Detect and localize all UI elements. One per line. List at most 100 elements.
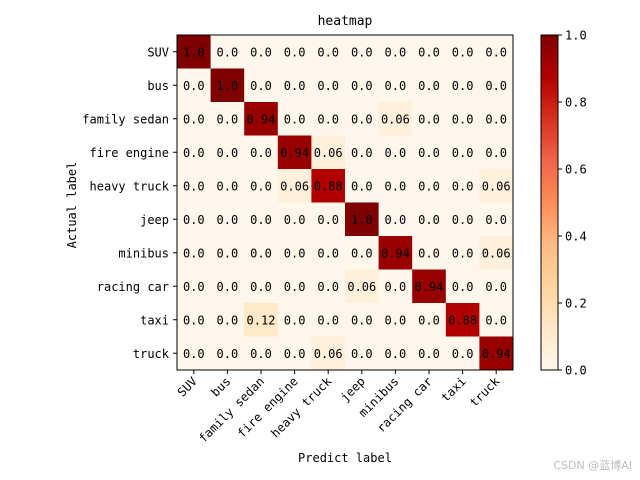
heatmap-cell bbox=[244, 336, 279, 371]
cell-value-label: 0.94 bbox=[482, 347, 511, 361]
heatmap-cell bbox=[345, 202, 380, 237]
heatmap-cell bbox=[210, 336, 245, 371]
cell-value-label: 0.06 bbox=[482, 246, 511, 260]
cell-value-label: 0.0 bbox=[452, 112, 474, 126]
cell-value-label: 0.0 bbox=[418, 313, 440, 327]
heatmap-cell bbox=[244, 303, 279, 337]
cell-value-label: 0.0 bbox=[217, 347, 239, 361]
heatmap-cell bbox=[311, 336, 346, 371]
x-tick-label: SUV bbox=[175, 374, 200, 399]
heatmap-cell bbox=[345, 303, 380, 337]
colorbar: 0.0 0.2 0.4 0.6 0.8 1.0 bbox=[540, 29, 587, 378]
heatmap-cell bbox=[378, 336, 413, 371]
colorbar-gradient bbox=[540, 34, 559, 371]
heatmap-cell bbox=[412, 102, 447, 136]
heatmap-cell bbox=[479, 135, 514, 170]
y-tick-label: family sedan bbox=[82, 112, 169, 126]
cell-value-label: 0.0 bbox=[183, 347, 205, 361]
heatmap-cell bbox=[479, 202, 514, 237]
heatmap-cell bbox=[210, 303, 245, 337]
heatmap-cell bbox=[445, 303, 480, 337]
heatmap-cell bbox=[445, 269, 480, 304]
cell-value-label: 0.0 bbox=[418, 347, 440, 361]
cell-value-label: 0.0 bbox=[250, 146, 272, 160]
heatmap-cell bbox=[378, 202, 413, 237]
heatmap-cell bbox=[244, 35, 279, 69]
cell-value-label: 0.0 bbox=[284, 347, 306, 361]
heatmap-cell bbox=[378, 169, 413, 203]
y-tick-label: truck bbox=[133, 347, 170, 361]
cell-value-label: 0.0 bbox=[385, 213, 407, 227]
heatmap-cell bbox=[244, 269, 279, 304]
cell-value-label: 0.0 bbox=[351, 112, 373, 126]
heatmap-cell bbox=[345, 236, 380, 270]
cell-value-label: 0.0 bbox=[485, 45, 507, 59]
x-axis-label: Predict label bbox=[298, 451, 392, 465]
cell-value-label: 0.0 bbox=[317, 280, 339, 294]
cell-value-label: 0.0 bbox=[317, 246, 339, 260]
heatmap-cell bbox=[378, 269, 413, 304]
cell-value-label: 0.0 bbox=[418, 146, 440, 160]
cell-value-label: 0.0 bbox=[485, 146, 507, 160]
heatmap-cell bbox=[277, 336, 312, 371]
cell-value-label: 0.0 bbox=[385, 179, 407, 193]
cell-value-labels: 1.0 0.0 0.0 0.0 0.0 0.0 0.0 0.0 0.0 0.0 0.0 1.0 0.0 0… bbox=[183, 45, 511, 361]
heatmap-cell bbox=[345, 68, 380, 103]
cell-value-label: 0.06 bbox=[381, 112, 410, 126]
cell-value-label: 0.0 bbox=[418, 79, 440, 93]
cell-value-label: 0.0 bbox=[351, 179, 373, 193]
heatmap-cell bbox=[277, 169, 312, 203]
heatmap-cell bbox=[412, 169, 447, 203]
cell-value-label: 0.0 bbox=[485, 313, 507, 327]
y-tick-label: taxi bbox=[140, 313, 169, 327]
cell-value-label: 0.94 bbox=[247, 112, 276, 126]
cell-value-label: 0.0 bbox=[317, 213, 339, 227]
cell-value-label: 0.0 bbox=[217, 246, 239, 260]
heatmap-cell bbox=[277, 269, 312, 304]
cell-value-label: 0.0 bbox=[284, 45, 306, 59]
cell-value-label: 0.0 bbox=[418, 213, 440, 227]
heatmap-cell bbox=[210, 169, 245, 203]
cell-value-label: 0.0 bbox=[418, 179, 440, 193]
cell-value-label: 0.0 bbox=[385, 313, 407, 327]
cell-value-label: 0.0 bbox=[183, 213, 205, 227]
y-tick-label: fire engine bbox=[90, 146, 169, 160]
cell-value-label: 0.0 bbox=[183, 179, 205, 193]
heatmap-cell bbox=[479, 336, 514, 371]
cell-value-label: 0.0 bbox=[418, 112, 440, 126]
heatmap-cell bbox=[412, 202, 447, 237]
heatmap-cell bbox=[277, 303, 312, 337]
cell-value-label: 0.0 bbox=[452, 213, 474, 227]
colorbar-tick-label: 1.0 bbox=[565, 29, 587, 43]
heatmap-cell bbox=[479, 303, 514, 337]
cell-value-label: 0.0 bbox=[452, 79, 474, 93]
heatmap-cell bbox=[177, 102, 212, 136]
cell-value-label: 0.0 bbox=[385, 280, 407, 294]
cell-value-label: 0.06 bbox=[347, 280, 376, 294]
cell-value-label: 1.0 bbox=[183, 45, 205, 59]
heatmap-cell bbox=[311, 102, 346, 136]
heatmap-cell bbox=[311, 303, 346, 337]
heatmap-cell bbox=[311, 135, 346, 170]
cell-value-label: 1.0 bbox=[217, 79, 239, 93]
heatmap-cell bbox=[177, 202, 212, 237]
heatmap-cell bbox=[445, 135, 480, 170]
heatmap-cell bbox=[412, 336, 447, 371]
heatmap-cell bbox=[445, 336, 480, 371]
cell-value-label: 0.0 bbox=[284, 313, 306, 327]
cell-value-label: 0.0 bbox=[183, 280, 205, 294]
heatmap-cell bbox=[445, 202, 480, 237]
cell-value-label: 0.0 bbox=[485, 79, 507, 93]
cell-value-label: 0.0 bbox=[284, 280, 306, 294]
cell-value-label: 0.0 bbox=[452, 146, 474, 160]
heatmap-cell bbox=[210, 68, 245, 103]
heatmap-cell bbox=[311, 269, 346, 304]
colorbar-tick-label: 0.2 bbox=[565, 297, 587, 311]
heatmap-cell bbox=[345, 336, 380, 371]
cell-value-label: 0.0 bbox=[183, 313, 205, 327]
heatmap-cell bbox=[479, 102, 514, 136]
heatmap-cell bbox=[210, 236, 245, 270]
cell-value-label: 0.0 bbox=[418, 246, 440, 260]
y-axis-label: Actual label bbox=[65, 162, 79, 249]
